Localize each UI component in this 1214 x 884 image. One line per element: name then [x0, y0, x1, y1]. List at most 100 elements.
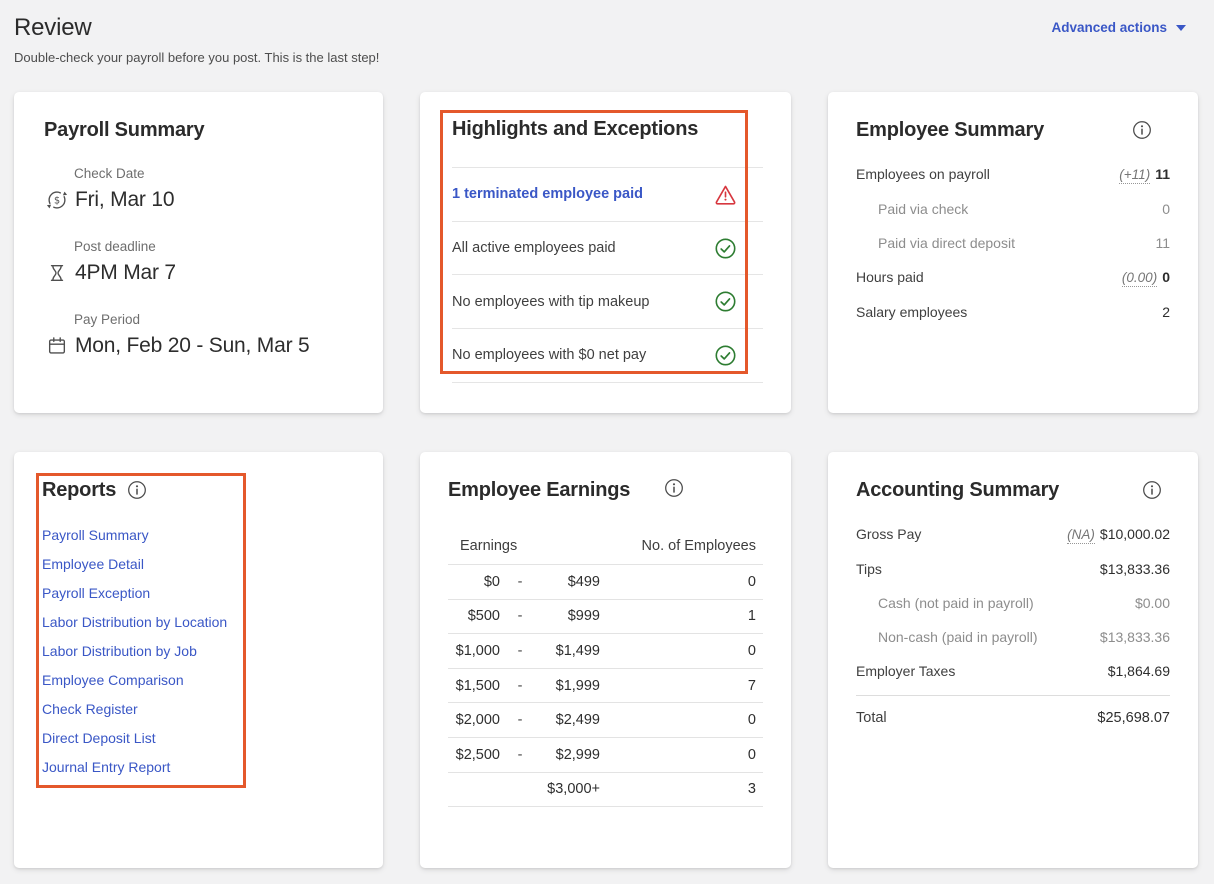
row-label: Employees on payroll: [856, 166, 990, 182]
range-low: $1,000: [455, 642, 500, 659]
range-low: $2,500: [455, 746, 500, 763]
report-link-payroll-summary[interactable]: Payroll Summary: [42, 527, 149, 543]
row-label: Salary employees: [856, 304, 968, 320]
cash-tips-row: Cash (not paid in payroll) $0.00: [856, 593, 1170, 613]
reports-title: Reports: [42, 479, 117, 501]
employee-count: 1: [747, 608, 756, 625]
card-grid: Payroll Summary Check Date $ Fri, Mar 10…: [0, 92, 1214, 868]
employees-on-payroll-row: Employees on payroll (+11) 11: [856, 164, 1170, 185]
post-deadline-item: Post deadline 4PM Mar 7: [46, 239, 357, 285]
table-row: $1,500- $1,999 7: [448, 669, 763, 704]
row-label: Paid via direct deposit: [878, 235, 1015, 251]
page-title: Review: [14, 14, 92, 41]
row-value: $13,833.36: [1099, 629, 1170, 645]
prior-value-annotation[interactable]: (+11): [1119, 167, 1151, 184]
info-icon[interactable]: [664, 478, 684, 498]
row-value: $13,833.36: [1099, 561, 1170, 577]
range-dash: -: [517, 573, 523, 590]
accounting-summary-title: Accounting Summary: [856, 479, 1060, 501]
page-subtitle: Double-check your payroll before you pos…: [14, 50, 380, 65]
highlights-title: Highlights and Exceptions: [452, 118, 699, 140]
table-row: $0- $499 0: [448, 565, 763, 600]
employee-count-column-header: No. of Employees: [641, 538, 756, 554]
range-high: $1,999: [555, 677, 600, 694]
employee-summary-card: Employee Summary Employees on payroll (+…: [828, 92, 1198, 413]
report-link-direct-deposit-list[interactable]: Direct Deposit List: [42, 730, 156, 746]
employee-count: 3: [747, 781, 756, 798]
earnings-column-header: Earnings: [460, 538, 518, 554]
row-label: Hours paid: [856, 269, 924, 285]
table-row: $2,000- $2,499 0: [448, 703, 763, 738]
report-link-payroll-exception[interactable]: Payroll Exception: [42, 585, 151, 601]
row-value: 11: [1155, 235, 1170, 251]
report-link-journal-entry-report[interactable]: Journal Entry Report: [42, 759, 171, 775]
pay-period-item: Pay Period Mon, Feb 20 - Sun, Mar 5: [46, 312, 357, 358]
terminated-employee-link[interactable]: 1 terminated employee paid: [452, 186, 643, 203]
employee-count: 0: [747, 712, 756, 729]
chevron-down-icon: [1176, 24, 1186, 31]
check-circle-icon: [715, 291, 736, 312]
gross-pay-row: Gross Pay (NA) $10,000.02: [856, 524, 1170, 545]
hours-paid-row: Hours paid (0.00) 0: [856, 267, 1170, 288]
row-label: Paid via check: [878, 201, 969, 217]
report-link-employee-comparison[interactable]: Employee Comparison: [42, 672, 184, 688]
tips-row: Tips $13,833.36: [856, 559, 1170, 579]
accounting-summary-card: Accounting Summary Gross Pay (NA) $10,000…: [828, 452, 1198, 868]
info-icon[interactable]: [1132, 120, 1152, 140]
check-date-item: Check Date $ Fri, Mar 10: [46, 166, 357, 212]
row-label: Tips: [856, 561, 882, 577]
report-link-employee-detail[interactable]: Employee Detail: [42, 556, 144, 572]
employee-summary-title: Employee Summary: [856, 119, 1044, 141]
range-low: $0: [483, 573, 500, 590]
report-link-labor-distribution-location[interactable]: Labor Distribution by Location: [42, 614, 228, 630]
row-value: 11: [1155, 166, 1170, 182]
post-deadline-label: Post deadline: [74, 239, 156, 254]
range-high: $2,499: [555, 712, 600, 729]
row-value: $10,000.02: [1099, 526, 1170, 542]
row-label: Employer Taxes: [856, 663, 956, 679]
earnings-table: $0- $499 0 $500- $999 1 $1,000- $1,499 0 $1,50…: [448, 564, 763, 808]
warning-triangle-icon: [715, 185, 736, 205]
check-circle-icon: [715, 345, 736, 366]
report-link-check-register[interactable]: Check Register: [42, 701, 138, 717]
row-value: 2: [1162, 304, 1170, 320]
total-row: Total $25,698.07: [856, 708, 1170, 728]
employee-count: 0: [747, 642, 756, 659]
advanced-actions-label: Advanced actions: [1051, 20, 1167, 35]
row-label: Gross Pay: [856, 526, 922, 542]
highlight-tip-makeup-row: No employees with tip makeup: [452, 274, 763, 328]
info-icon[interactable]: [1142, 480, 1162, 500]
prior-value-annotation[interactable]: (NA): [1067, 527, 1095, 544]
salary-employees-row: Salary employees 2: [856, 302, 1170, 322]
check-date-label: Check Date: [74, 166, 145, 181]
check-date-value: Fri, Mar 10: [75, 188, 175, 211]
range-dash: -: [517, 746, 523, 763]
range-low: $1,500: [455, 677, 500, 694]
employer-taxes-row: Employer Taxes $1,864.69: [856, 661, 1170, 681]
range-high: $1,499: [555, 642, 600, 659]
row-value: 0: [1162, 201, 1170, 217]
paid-via-direct-deposit-row: Paid via direct deposit 11: [856, 233, 1170, 253]
money-cycle-icon: $: [46, 191, 68, 209]
range-dash: -: [517, 677, 523, 694]
table-row: $1,000- $1,499 0: [448, 634, 763, 669]
pay-period-value: Mon, Feb 20 - Sun, Mar 5: [75, 334, 310, 357]
range-low: $2,000: [455, 712, 500, 729]
highlight-zero-net-pay-row: No employees with $0 net pay: [452, 328, 763, 382]
row-label: Non-cash (paid in payroll): [878, 629, 1038, 645]
reports-card: Reports Payroll Summary Employee Detail …: [14, 452, 383, 868]
range-high: $2,999: [555, 746, 600, 763]
total-label: Total: [856, 710, 887, 726]
svg-text:$: $: [54, 195, 60, 206]
active-employees-text: All active employees paid: [452, 240, 616, 257]
range-high: $999: [567, 608, 600, 625]
range-dash: -: [517, 608, 523, 625]
range-high: $3,000+: [547, 781, 600, 798]
range-high: $499: [567, 573, 600, 590]
prior-value-annotation[interactable]: (0.00): [1121, 270, 1158, 287]
check-circle-icon: [715, 238, 736, 259]
range-low: $500: [467, 608, 500, 625]
advanced-actions-button[interactable]: Advanced actions: [1051, 20, 1186, 35]
info-icon[interactable]: [127, 480, 147, 500]
report-link-labor-distribution-job[interactable]: Labor Distribution by Job: [42, 643, 197, 659]
